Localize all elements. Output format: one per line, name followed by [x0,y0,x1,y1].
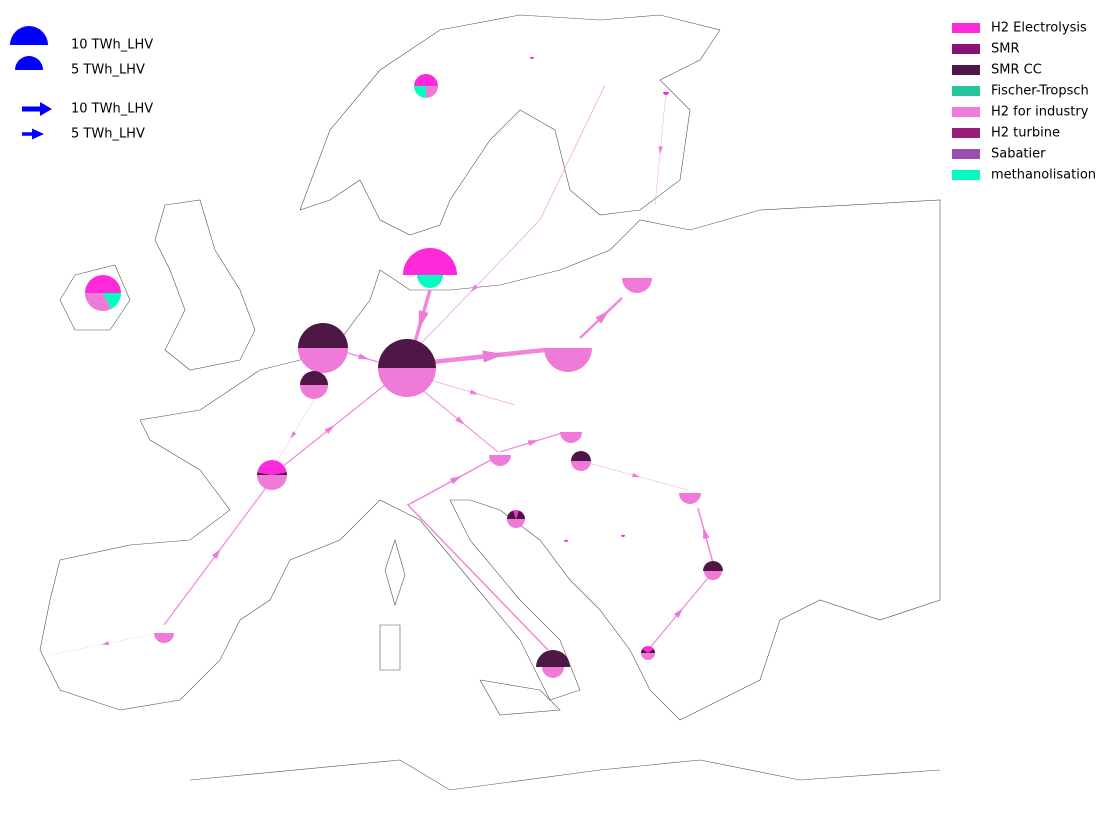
pie-wedge [414,86,426,98]
pie-wedge [560,432,582,443]
pie-wedge [417,275,443,288]
pie-wedge [641,653,655,660]
legend-label: SMR CC [991,63,1042,78]
pie-wedge [298,323,348,348]
flow-arrowhead [595,310,610,324]
pie-wedge [542,667,564,678]
legend-swatch [952,23,980,33]
pie-wedge [621,535,625,537]
legend-label: H2 Electrolysis [991,21,1087,36]
size-legend-label: 10 TWh_LHV [71,38,153,53]
pie-wedge [679,493,701,504]
legend-swatch [952,170,980,180]
pie-wedge [513,510,519,519]
pies [85,57,723,678]
coastline [154,199,256,371]
pie-wedge [571,451,591,461]
legend-label: Fischer-Tropsch [991,84,1089,99]
pie-wedge [544,348,592,372]
flow [406,454,549,651]
flow-arrowhead [703,527,710,540]
coastline [379,624,401,671]
legend-label: Sabatier [991,147,1046,162]
pie-wedge [257,475,287,490]
legend: H2 Electrolysis SMR SMR CC Fischer-Tropsch H… [952,21,1096,183]
flow-arrowhead [418,310,429,330]
coastline [189,759,941,791]
pie-wedge [257,460,287,475]
pie-wedge [703,561,723,571]
size-legend-arrowhead [32,128,44,140]
legend-swatch [952,65,980,75]
flow-arrowhead [101,641,110,646]
flow-arrowhead [469,389,479,395]
legend-swatch [952,128,980,138]
coastline [39,199,941,721]
pie-wedge [622,278,652,293]
flow-arrowhead [290,431,297,439]
pie-wedge [103,293,121,310]
pie-wedge [507,519,525,528]
basemap [39,14,941,791]
size-legend-circle [15,56,43,70]
flow-arrowhead [324,425,335,434]
coastline [384,538,406,607]
coastline [479,679,561,716]
flow-arrowhead [470,284,479,293]
legend-label: SMR [991,42,1020,57]
size-legend-label: 10 TWh_LHV [71,102,153,117]
legend-label: methanolisation [991,168,1096,183]
legend-swatch [952,149,980,159]
coastline [299,14,721,236]
legend-label: H2 turbine [991,126,1060,141]
pie-wedge [704,571,722,580]
pie-wedge [564,540,568,542]
flow-arrowhead [449,475,462,485]
pie-wedge [85,293,112,311]
pie-wedge [516,510,525,519]
flow-arrowhead [455,416,465,425]
flow-arrowhead [482,350,505,363]
pie-wedge [648,648,655,653]
pie-wedge [378,368,436,397]
pie-wedge [257,472,272,475]
flow-arrowhead [631,472,641,478]
size-legend-label: 5 TWh_LHV [71,63,145,78]
pie-wedge [378,339,436,368]
pie-wedge [298,348,348,373]
size-legend-arrowhead [40,102,52,116]
flow-arrowhead [674,607,684,618]
flow-arrowhead [527,440,539,447]
flows [49,84,714,656]
pie-wedge [571,461,591,471]
pie-wedge [85,275,121,293]
size-legend-circle [10,26,48,45]
legend-swatch [952,44,980,54]
legend-swatch [952,107,980,117]
pie-wedge [403,248,457,275]
pie-wedge [530,57,534,59]
pie-wedge [300,371,328,385]
pie-wedge [426,86,438,98]
pie-wedge [300,385,328,399]
pie-wedge [642,645,654,653]
pie-wedge [641,648,648,653]
flow [409,84,606,356]
legend-label: H2 for industry [991,105,1089,120]
coastline [59,264,131,331]
pie-wedge [536,650,570,667]
size-legend-label: 5 TWh_LHV [71,127,145,142]
flow-arrowhead [358,353,370,360]
pie-wedge [414,74,438,86]
pie-wedge [489,455,511,466]
size-legend: 10 TWh_LHV 5 TWh_LHV 10 TWh_LHV 5 TWh_LHV [10,26,153,142]
flow-arrowhead [658,146,663,155]
pie-wedge [272,472,287,475]
pie-wedge [663,92,669,95]
pie-wedge [154,633,174,643]
flow-arrowhead [212,548,221,559]
legend-swatch [952,86,980,96]
pie-wedge [507,510,516,519]
